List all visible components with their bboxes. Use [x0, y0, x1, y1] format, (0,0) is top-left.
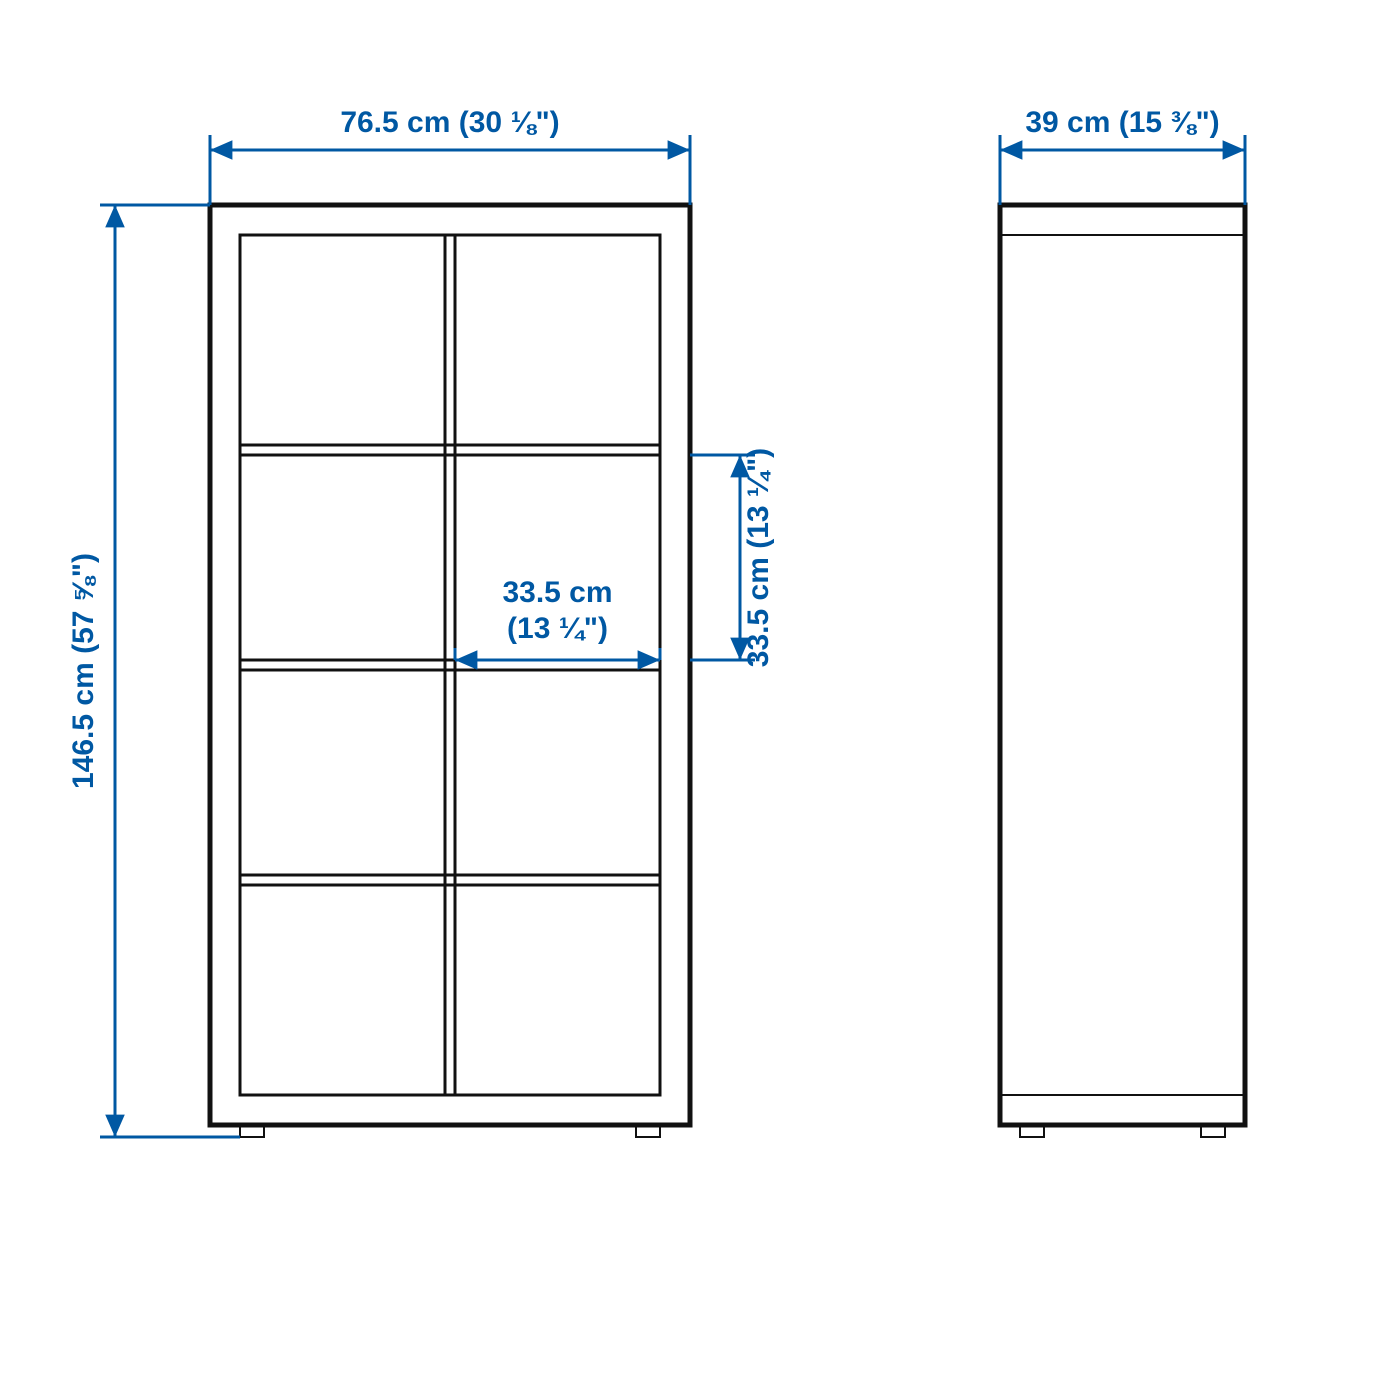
dim-depth: 39 cm (15 ⅜") [1025, 106, 1219, 139]
front-view: 76.5 cm (30 ⅛") 146.5 cm (57 ⅝") 33.5 cm(1… [67, 106, 775, 1137]
dim-total-height: 146.5 cm (57 ⅝") [67, 553, 100, 789]
side-view: 39 cm (15 ⅜") [1000, 106, 1245, 1137]
dim-total-width: 76.5 cm (30 ⅛") [340, 106, 559, 139]
dimension-diagram: 76.5 cm (30 ⅛") 146.5 cm (57 ⅝") 33.5 cm(1… [0, 0, 1400, 1400]
dim-cube-width-l2: (13 ¼") [507, 612, 608, 645]
dim-cube-width-l1: 33.5 cm [502, 576, 612, 609]
dim-cube-height: 33.5 cm (13 ¼") [742, 448, 775, 667]
